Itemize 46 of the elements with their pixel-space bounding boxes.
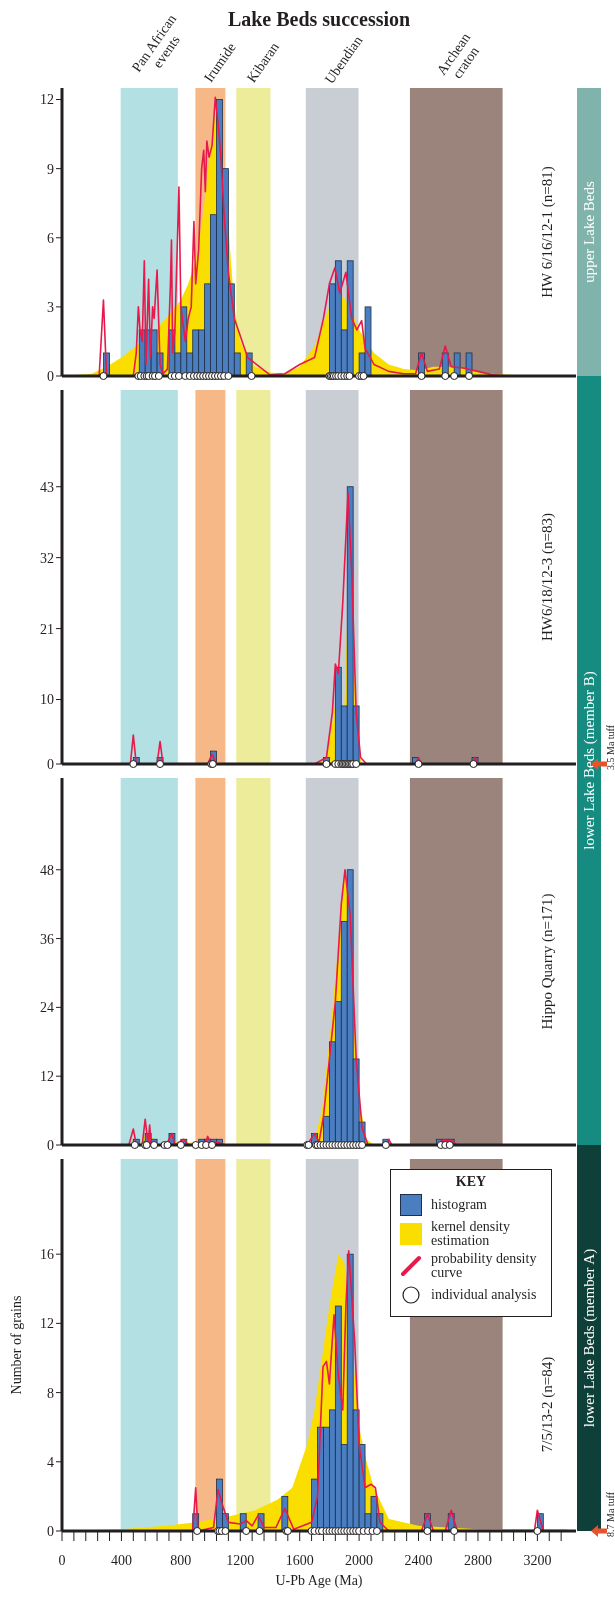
x-tick-label: 2400 <box>404 1553 433 1568</box>
y-tick-label: 43 <box>40 479 54 495</box>
x-tick-label: 0 <box>58 1553 66 1568</box>
text: lower Lake Beds (member A) <box>581 1248 598 1428</box>
x-tick-label: 2800 <box>463 1553 492 1568</box>
legend-label: probability density curve <box>431 1251 538 1280</box>
text: upper Lake Beds <box>581 181 597 283</box>
y-tick-label: 12 <box>40 1316 54 1332</box>
y-tick-label: 21 <box>40 621 54 637</box>
x-tick-label: 400 <box>110 1553 132 1568</box>
legend-label: individual analysis <box>431 1287 537 1302</box>
y-tick-label: 0 <box>47 1523 54 1539</box>
x-tick-label: 2000 <box>345 1553 374 1568</box>
y-tick-label: 8 <box>47 1385 54 1401</box>
y-tick-label: 36 <box>40 931 54 947</box>
annotation: Hippo Quarry (n=171) <box>539 893 556 1030</box>
x-tick-label: 800 <box>170 1553 192 1568</box>
legend-title: KEY <box>454 1174 488 1190</box>
annotation: HW 6/16/12-1 (n=81) <box>539 166 556 298</box>
y-tick-label: 32 <box>40 550 54 566</box>
annotation: 7/5/13-2 (n=84) <box>539 1356 556 1453</box>
y-tick-label: 0 <box>47 756 54 772</box>
annotation: HW6/18/12-3 (n=83) <box>539 512 556 642</box>
text: lower Lake Beds (member B) <box>581 671 598 850</box>
legend-label: kernel density estimation <box>431 1219 511 1248</box>
x-tick-label: 1200 <box>226 1553 255 1568</box>
y-tick-label: 6 <box>47 230 54 246</box>
y-axis-title: Number of grains <box>8 1295 24 1395</box>
y-tick-label: 24 <box>40 1000 54 1016</box>
y-tick-label: 12 <box>40 1069 54 1085</box>
legend-label: histogram <box>431 1197 487 1212</box>
y-tick-label: 9 <box>47 161 54 177</box>
y-tick-label: 48 <box>40 862 54 878</box>
y-tick-label: 0 <box>47 368 54 384</box>
text: 3.5 Ma tuff <box>605 724 615 770</box>
y-tick-label: 0 <box>47 1137 54 1153</box>
y-tick-label: 10 <box>40 692 54 708</box>
x-tick-label: 3200 <box>523 1553 552 1568</box>
text: 8.7 Ma tuff <box>605 1491 615 1537</box>
chart-title: Lake Beds succession <box>227 8 411 30</box>
y-tick-label: 16 <box>40 1247 54 1263</box>
y-tick-label: 3 <box>47 299 54 315</box>
x-tick-label: 1600 <box>285 1553 314 1568</box>
x-axis-title: U-Pb Age (Ma) <box>275 1573 363 1589</box>
y-tick-label: 4 <box>47 1454 54 1470</box>
y-tick-label: 12 <box>40 92 54 108</box>
